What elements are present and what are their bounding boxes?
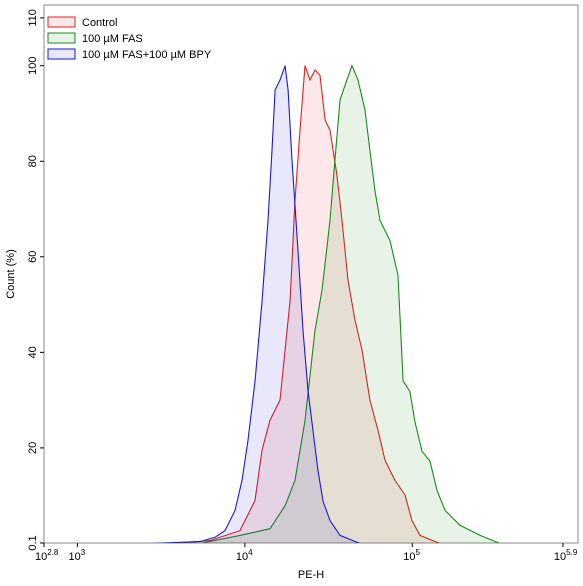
legend-swatch bbox=[47, 16, 76, 28]
x-tick-exponent: 5 bbox=[416, 548, 421, 557]
y-tick-label: 100 bbox=[27, 57, 39, 75]
x-tick-base: 10 bbox=[554, 551, 566, 563]
y-axis-label: Count (%) bbox=[5, 249, 17, 299]
x-tick-label: 103 bbox=[68, 548, 85, 563]
y-tick-label: 80 bbox=[27, 155, 39, 167]
series-line bbox=[199, 64, 501, 543]
series-layer bbox=[149, 64, 501, 543]
x-tick-base: 10 bbox=[35, 551, 47, 563]
series-area bbox=[200, 65, 500, 543]
y-tick-label: 60 bbox=[27, 251, 39, 263]
y-tick-label: 110 bbox=[27, 9, 39, 27]
x-tick-exponent: 3 bbox=[81, 548, 86, 557]
legend-label: 100 µM FAS bbox=[82, 33, 143, 45]
x-tick-base: 10 bbox=[236, 551, 248, 563]
legend-label: Control bbox=[82, 17, 117, 29]
x-tick-exponent: 2.8 bbox=[47, 548, 59, 557]
x-axis-label: PE-H bbox=[298, 569, 324, 581]
x-tick-label: 105 bbox=[403, 548, 420, 563]
x-tick-label: 105.9 bbox=[554, 548, 578, 563]
series-line bbox=[170, 65, 441, 543]
x-tick-label: 104 bbox=[236, 548, 253, 563]
y-tick-label: 40 bbox=[27, 346, 39, 358]
x-tick-exponent: 4 bbox=[248, 548, 253, 557]
x-tick-base: 10 bbox=[403, 551, 415, 563]
x-tick-exponent: 5.9 bbox=[566, 548, 578, 557]
y-tick-label: 20 bbox=[27, 442, 39, 454]
series-area bbox=[170, 65, 441, 543]
series-line bbox=[149, 65, 361, 543]
plot-frame bbox=[43, 4, 579, 544]
x-tick-base: 10 bbox=[68, 551, 80, 563]
legend-swatch bbox=[47, 48, 76, 60]
x-tick-label: 102.8 bbox=[35, 548, 59, 563]
series-area bbox=[150, 65, 361, 543]
legend-swatch bbox=[47, 32, 76, 44]
legend-label: 100 µM FAS+100 µM BPY bbox=[82, 49, 212, 61]
y-tick-label: 0.1 bbox=[27, 535, 39, 550]
